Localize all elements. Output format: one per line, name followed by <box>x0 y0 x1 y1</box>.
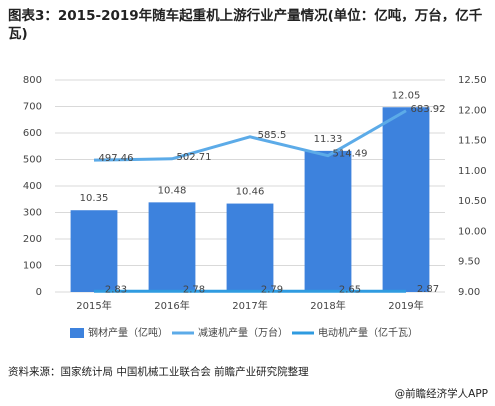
footer: @前瞻经济学人APP <box>395 387 488 400</box>
bar <box>70 210 118 292</box>
legend-swatch <box>70 328 84 338</box>
y-tick-label: 300 <box>23 208 42 219</box>
x-tick-label: 2015年 <box>76 299 111 312</box>
line <box>93 109 407 162</box>
y-tick-label: 100 <box>23 261 42 272</box>
data-label: 2.87 <box>417 284 439 295</box>
legend-label: 电动机产量（亿千瓦） <box>318 326 418 339</box>
data-label: 2.83 <box>105 284 127 295</box>
y-tick-label: 400 <box>23 181 42 192</box>
y2-tick-label: 12.50 <box>458 75 487 86</box>
bar <box>226 203 274 292</box>
y-tick-label: 500 <box>23 155 42 166</box>
y-tick-label: 600 <box>23 128 42 139</box>
bar <box>304 150 352 292</box>
x-tick-label: 2017年 <box>232 299 267 312</box>
y2-tick-label: 9.00 <box>458 287 480 298</box>
y-tick-label: 200 <box>23 234 42 245</box>
data-label: 2.78 <box>183 284 205 295</box>
data-label: 11.33 <box>314 134 343 145</box>
data-label: 2.79 <box>261 284 283 295</box>
data-label: 2.65 <box>339 284 361 295</box>
data-label: 585.5 <box>258 130 287 141</box>
data-label: 10.46 <box>236 187 265 198</box>
data-label: 514.49 <box>333 149 368 160</box>
bar <box>382 107 430 292</box>
data-label: 502.71 <box>177 152 212 163</box>
y2-tick-label: 10.00 <box>458 226 487 237</box>
y2-tick-label: 11.50 <box>458 136 487 147</box>
y-tick-label: 700 <box>23 102 42 113</box>
data-label: 10.35 <box>80 193 109 204</box>
legend-label: 减速机产量（万台） <box>198 326 288 339</box>
legend-label: 钢材产量（亿吨） <box>88 326 168 339</box>
y2-tick-label: 11.00 <box>458 166 487 177</box>
y2-tick-label: 12.00 <box>458 105 487 116</box>
y2-tick-label: 10.50 <box>458 196 487 207</box>
x-tick-label: 2019年 <box>388 299 423 312</box>
data-label: 497.46 <box>99 153 134 164</box>
y-tick-label: 0 <box>36 287 42 298</box>
y-tick-label: 800 <box>23 75 42 86</box>
data-label: 683.92 <box>411 104 446 115</box>
x-tick-label: 2018年 <box>310 299 345 312</box>
data-label: 12.05 <box>392 90 421 101</box>
data-label: 10.48 <box>158 185 187 196</box>
chart-title: 图表3：2015-2019年随车起重机上游行业产量情况(单位：亿吨，万台，亿千瓦… <box>8 7 483 42</box>
x-tick-label: 2016年 <box>154 299 189 312</box>
y2-tick-label: 9.50 <box>458 257 480 268</box>
source: 资料来源：国家统计局 中国机械工业联合会 前瞻产业研究院整理 <box>8 365 309 378</box>
bar <box>148 202 196 292</box>
